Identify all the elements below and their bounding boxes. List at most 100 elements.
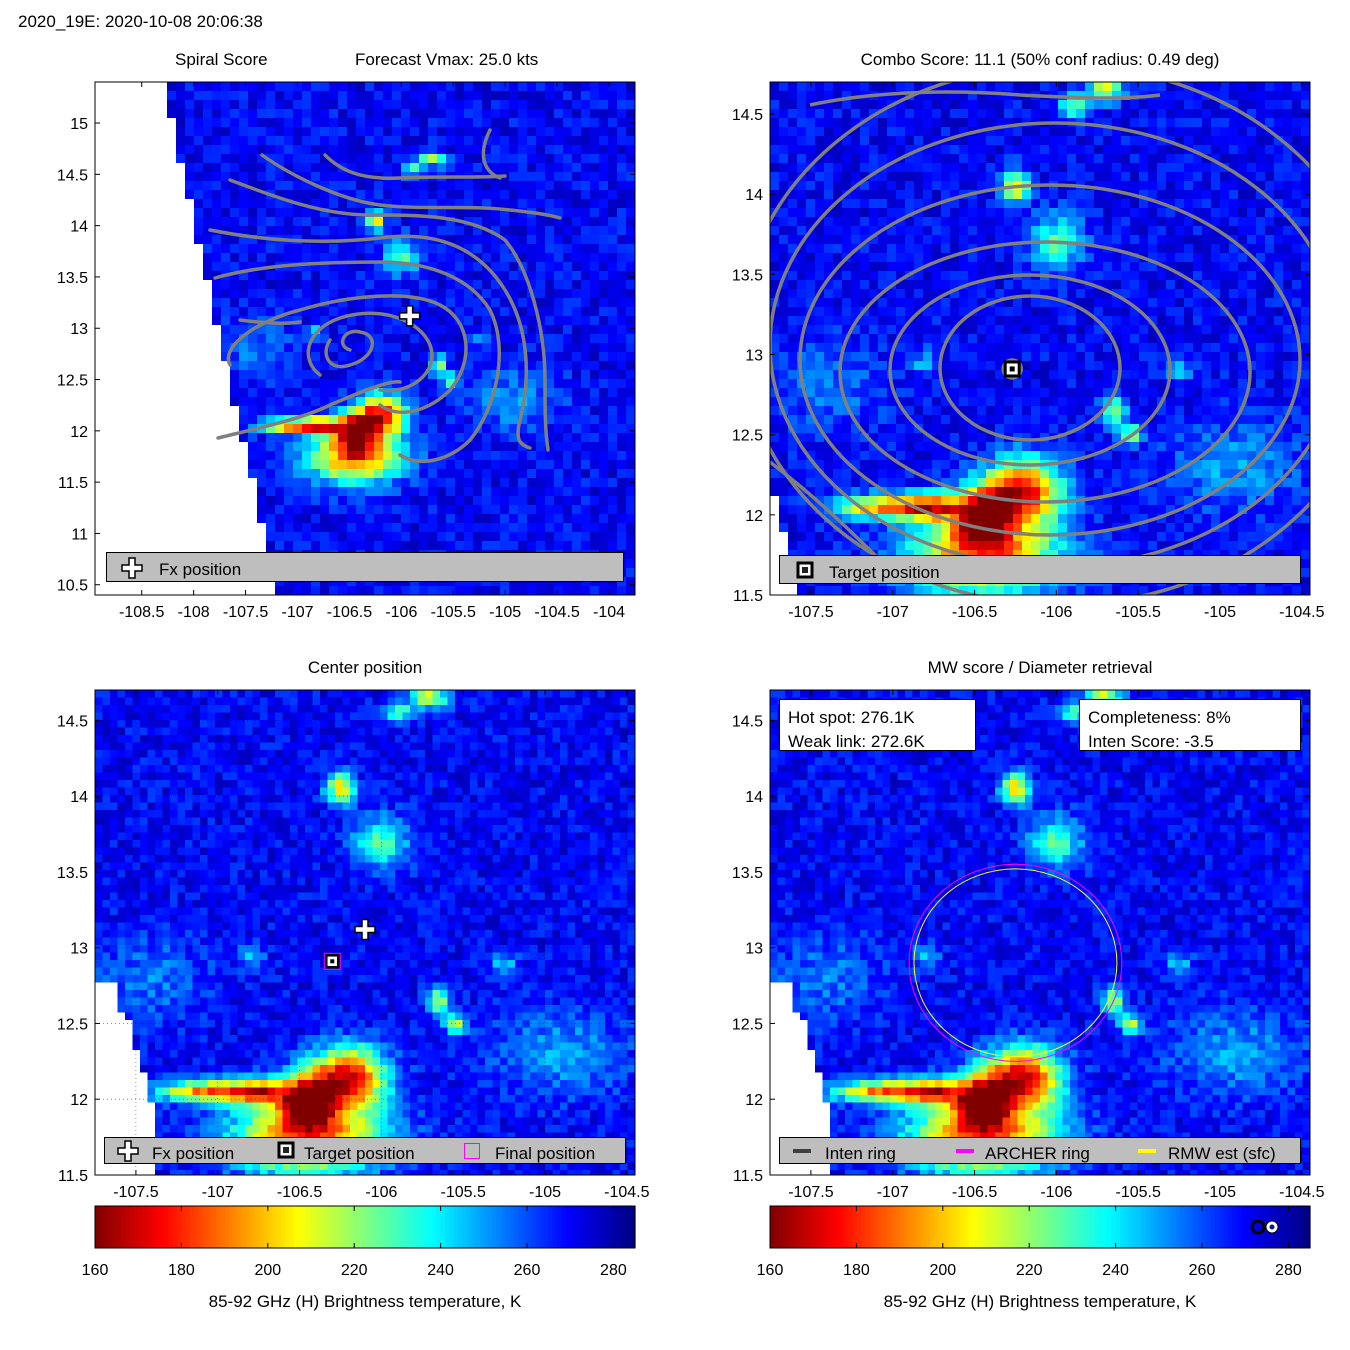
- p2-ytick-label: 12.5: [732, 428, 763, 445]
- colorbar-left-tick: 280: [600, 1262, 627, 1279]
- p4-xtick-label: -105.5: [1115, 1184, 1160, 1201]
- panel1-vmax: Forecast Vmax: 25.0 kts: [355, 50, 539, 69]
- colorbar-right-tick: 180: [843, 1262, 870, 1279]
- p4-rmw-ring: [913, 868, 1118, 1058]
- p1-xtick-label: -107: [281, 604, 313, 621]
- fx-plus-icon: [120, 556, 144, 585]
- panel2-plot: -107.5 -107 -106.5 -106 -105.5 -105 -104.5 11.5…: [732, 81, 1325, 621]
- p2-xtick-label: -107: [877, 604, 909, 621]
- p3-brightness-field: [95, 690, 635, 1175]
- p1-score-contour-2: [226, 294, 468, 414]
- target-position-label: Target position: [304, 1144, 415, 1163]
- figure-title: 2020_19E: 2020-10-08 20:06:38: [18, 12, 263, 31]
- target-position-label: Target position: [829, 563, 940, 582]
- p3-ytick-label: 14.5: [57, 713, 88, 730]
- weak-link-text: Weak link: 272.6K: [788, 732, 925, 751]
- p2-xtick-label: -105: [1204, 604, 1236, 621]
- completeness-text: Completeness: 8%: [1088, 708, 1231, 727]
- p3-ytick-label: 11.5: [58, 1168, 88, 1185]
- p1-xtick-label: -106: [385, 604, 417, 621]
- p3-target-position-marker: [325, 954, 340, 969]
- p2-score-ring-0: [938, 294, 1122, 442]
- colorbar-left-tick: 240: [427, 1262, 454, 1279]
- p2-xtick-label: -104.5: [1279, 604, 1324, 621]
- colorbar-left-tick: 160: [82, 1262, 109, 1279]
- panel1-legend: Fx position: [106, 552, 624, 582]
- p2-ytick-label: 11.5: [733, 588, 763, 605]
- p2-score-ring-2: [838, 240, 1252, 504]
- inten-score-text: Inten Score: -3.5: [1088, 732, 1214, 751]
- fx-position-label: Fx position: [152, 1144, 235, 1163]
- p2-xtick-label: -106.5: [952, 604, 997, 621]
- p3-xtick-label: -105.5: [440, 1184, 485, 1201]
- target-square-icon: [796, 561, 814, 584]
- p4-archer-ring: [908, 863, 1123, 1062]
- p4-ytick-label: 13.5: [732, 865, 763, 882]
- panel1-title: Spiral Score: [175, 50, 268, 69]
- p1-ytick-label: 13.5: [57, 270, 88, 287]
- final-position-label: Final position: [495, 1144, 596, 1163]
- panel2-title: Combo Score: 11.1 (50% conf radius: 0.49…: [860, 50, 1220, 69]
- p1-xtick-label: -108: [178, 604, 210, 621]
- p4-xtick-label: -104.5: [1279, 1184, 1324, 1201]
- colorbar-right-tick: 160: [757, 1262, 784, 1279]
- colorbar-label-left: 85-92 GHz (H) Brightness temperature, K: [208, 1292, 522, 1311]
- p2-score-ring-4: [770, 121, 1310, 569]
- p1-score-contour-3: [213, 260, 501, 464]
- p1-ytick-label: 14: [70, 219, 88, 236]
- p1-score-contour-4: [208, 228, 532, 450]
- p4-ytick-label: 14: [745, 789, 763, 806]
- p4-xtick-label: -107: [877, 1184, 909, 1201]
- p2-ytick-label: 13: [745, 348, 763, 365]
- p2-score-arc-top: [809, 90, 1161, 107]
- p3-final-position-marker: [323, 952, 341, 970]
- panel2-legend: Target position: [779, 555, 1301, 584]
- colorbar-left: 160 180 200 220 240 260 280: [82, 1205, 636, 1279]
- colorbar-left-tick: 200: [254, 1262, 281, 1279]
- p3-axes-frame: [94, 689, 636, 1176]
- colorbar-right-tick: 260: [1189, 1262, 1216, 1279]
- fx-plus-icon: [116, 1139, 140, 1168]
- p2-score-ring-1: [888, 273, 1172, 467]
- p3-xtick-label: -107: [202, 1184, 234, 1201]
- p1-ytick-label: 11.5: [58, 475, 88, 492]
- p2-ytick-label: 13.5: [732, 267, 763, 284]
- p1-score-contour-1: [306, 311, 434, 393]
- panel4-plot: -107.5 -107 -106.5 -106 -105.5 -105 -104.5 11.5…: [732, 689, 1325, 1201]
- p1-xtick-label: -105: [489, 604, 521, 621]
- p2-ytick-label: 12: [745, 508, 763, 525]
- p2-ytick-label: 14: [745, 187, 763, 204]
- p3-ytick-label: 12.5: [57, 1016, 88, 1033]
- p2-xtick-label: -107.5: [788, 604, 833, 621]
- p1-ytick-label: 12.5: [57, 373, 88, 390]
- p3-xtick-label: -106: [365, 1184, 397, 1201]
- p1-score-contour-9: [216, 380, 402, 440]
- panel4-hotspot-box: Hot spot: 276.1K Weak link: 272.6K: [779, 699, 976, 751]
- p1-xtick-label: -105.5: [431, 604, 476, 621]
- p1-ytick-label: 13: [70, 321, 88, 338]
- colorbar-label-right: 85-92 GHz (H) Brightness temperature, K: [883, 1292, 1197, 1311]
- p4-ytick-label: 13: [745, 941, 763, 958]
- p2-score-ring-5: [770, 82, 1310, 595]
- p1-fx-position-marker: [398, 305, 421, 327]
- panel4-legend: Inten ring ARCHER ring RMW est (sfc): [779, 1137, 1301, 1164]
- p4-brightness-field: [770, 690, 1310, 1175]
- p1-score-contour-0: [324, 329, 375, 369]
- p4-ytick-label: 11.5: [733, 1168, 763, 1185]
- p3-xtick-label: -106.5: [277, 1184, 322, 1201]
- colorbar-left-tick: 260: [514, 1262, 541, 1279]
- p2-target-position-marker: [1003, 360, 1021, 378]
- panel3-title: Center position: [307, 658, 423, 677]
- p4-ytick-label: 14.5: [732, 713, 763, 730]
- hot-spot-text: Hot spot: 276.1K: [788, 708, 915, 727]
- rmw-est-label: RMW est (sfc): [1168, 1144, 1276, 1163]
- p1-score-contour-7: [323, 153, 507, 180]
- p1-ytick-label: 11: [71, 526, 88, 543]
- p1-xtick-label: -104: [593, 604, 625, 621]
- p3-xtick-label: -105: [529, 1184, 561, 1201]
- p1-xtick-label: -104.5: [534, 604, 579, 621]
- panel1-plot: -108.5 -108 -107.5 -107 -106.5 -106 -105.5 -105…: [57, 81, 636, 621]
- target-square-icon: [277, 1141, 295, 1164]
- colorbar-right-tick: 220: [1016, 1262, 1043, 1279]
- p1-brightness-field: [95, 82, 635, 595]
